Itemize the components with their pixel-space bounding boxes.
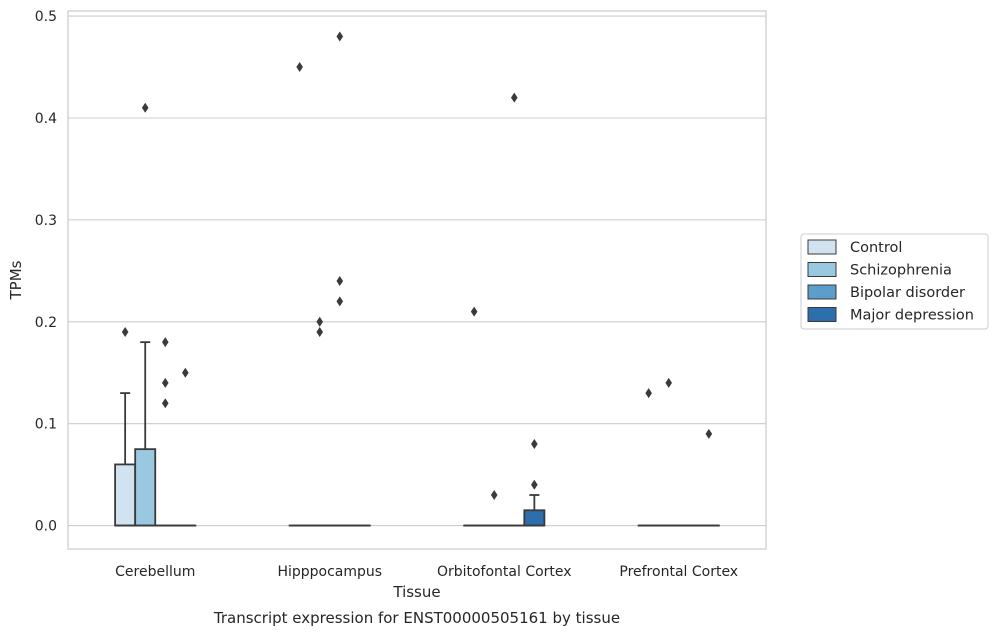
y-tick-label: 0.2 — [35, 315, 57, 331]
legend-swatch — [807, 284, 837, 300]
box-group — [308, 316, 331, 527]
legend-frame — [800, 233, 989, 330]
legend-label: Schizophrenia — [850, 263, 952, 279]
x-tick-label: Hipppocampus — [277, 564, 382, 580]
legend-swatch — [807, 307, 837, 322]
box-group — [154, 337, 177, 527]
outlier-point — [531, 479, 538, 490]
y-tick-label: 0.5 — [35, 9, 57, 25]
legend-label: Bipolar disorder — [850, 285, 965, 301]
outlier-point — [316, 326, 324, 337]
box-group — [463, 306, 486, 527]
y-tick-label: 0.3 — [35, 213, 57, 229]
x-tick-label: Cerebellum — [115, 564, 195, 580]
y-tick-label: 0.0 — [35, 519, 57, 535]
outlier-point — [665, 377, 673, 388]
box-rect — [523, 509, 546, 527]
grid-lines — [68, 15, 766, 527]
x-tick-label: Prefrontal Cortex — [619, 564, 738, 580]
legend-swatch — [807, 262, 837, 277]
box-group — [523, 439, 546, 527]
box-group — [114, 326, 137, 527]
outlier-point — [490, 489, 498, 500]
y-tick-label: 0.4 — [35, 111, 57, 127]
outlier-point — [645, 388, 652, 399]
outlier-point — [141, 102, 149, 113]
outlier-point — [470, 306, 478, 317]
box-rect — [134, 448, 157, 527]
box-group — [637, 388, 660, 527]
box-group — [288, 62, 311, 527]
box-plot-series — [114, 31, 720, 527]
box-group — [328, 31, 351, 527]
box-group — [503, 92, 526, 527]
box-group — [174, 367, 197, 527]
outlier-point — [336, 31, 344, 42]
outlier-point — [161, 398, 169, 409]
outlier-point — [531, 439, 538, 450]
x-tick-label: Orbitofontal Cortex — [437, 564, 572, 580]
outlier-point — [336, 276, 344, 287]
outlier-point — [121, 326, 129, 337]
outlier-point — [336, 296, 344, 307]
box-rect — [114, 463, 137, 527]
outlier-point — [296, 62, 303, 73]
legend: Control Schizophrenia Bipolar disorder Majo… — [800, 233, 989, 330]
y-axis-label: TPMs — [7, 260, 25, 300]
chart-caption: Transcript expression for ENST0000050516… — [213, 609, 620, 627]
outlier-point — [161, 337, 169, 348]
legend-label: Control — [850, 240, 902, 256]
plot-frame — [67, 10, 767, 550]
outlier-point — [161, 377, 169, 388]
y-tick-label: 0.1 — [35, 417, 57, 433]
outlier-point — [316, 316, 324, 327]
legend-swatch — [807, 239, 837, 255]
box-group — [697, 428, 720, 527]
legend-label: Major depression — [850, 308, 974, 324]
box-group — [134, 102, 157, 527]
outlier-point — [510, 92, 518, 103]
box-group — [483, 489, 506, 527]
box-group — [657, 377, 680, 527]
x-axis-label: Tissue — [392, 583, 440, 601]
outlier-point — [182, 367, 189, 378]
axis-ticks: 0.0 0.1 0.2 0.3 0.4 0.5 Cerebellum Hipppocampus… — [35, 9, 738, 580]
outlier-point — [705, 428, 713, 439]
